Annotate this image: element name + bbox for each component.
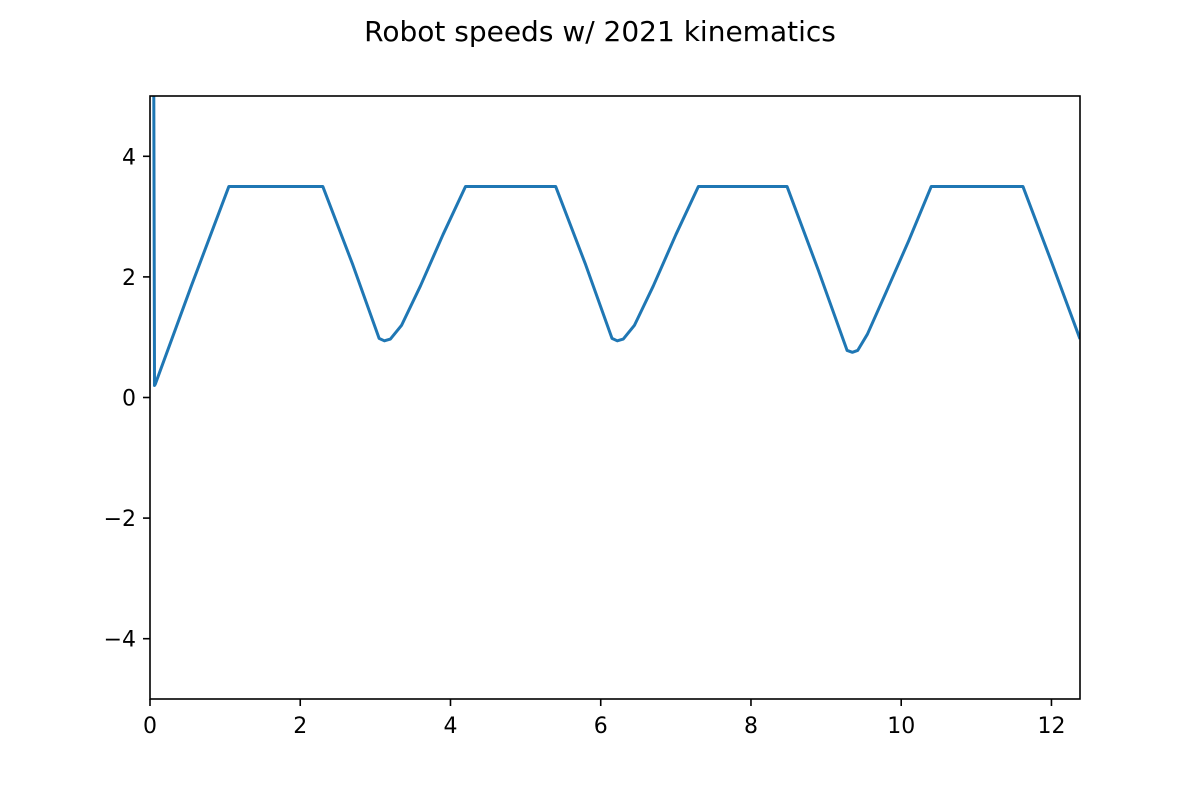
x-axis: 0 2 4 6 8 10 12 (143, 699, 1065, 739)
x-tick-label: 10 (887, 714, 915, 739)
chart-title: Robot speeds w/ 2021 kinematics (364, 15, 836, 48)
y-tick-label: −2 (104, 507, 136, 532)
y-tick-label: −4 (104, 628, 136, 653)
y-tick-label: 2 (122, 266, 136, 291)
x-tick-label: 2 (293, 714, 307, 739)
x-tick-label: 8 (744, 714, 758, 739)
series-line-0 (152, 96, 1080, 387)
y-axis: 4 2 0 −2 −4 (104, 145, 150, 653)
plot-area (152, 96, 1080, 387)
x-tick-label: 0 (143, 714, 157, 739)
x-tick-label: 4 (443, 714, 457, 739)
x-tick-label: 12 (1037, 714, 1065, 739)
y-tick-label: 4 (122, 145, 136, 170)
y-tick-label: 0 (122, 387, 136, 412)
x-tick-label: 6 (594, 714, 608, 739)
